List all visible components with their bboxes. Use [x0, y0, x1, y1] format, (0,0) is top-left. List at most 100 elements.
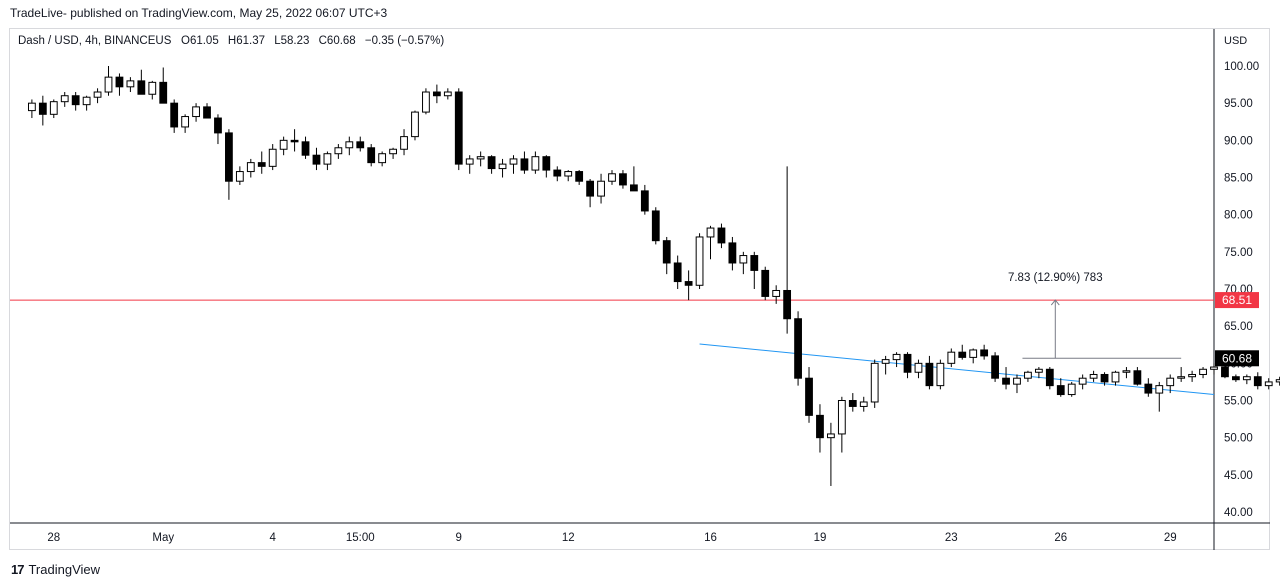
candle-body[interactable] — [1210, 366, 1218, 370]
candle-body[interactable] — [597, 180, 605, 197]
candle-body[interactable] — [203, 106, 211, 119]
candle-body[interactable] — [531, 156, 540, 171]
candle-body[interactable] — [1221, 366, 1229, 378]
candle-body[interactable] — [1045, 368, 1054, 387]
trend-line[interactable] — [699, 343, 1215, 396]
candle-body[interactable] — [93, 91, 102, 98]
candle-body[interactable] — [925, 362, 934, 387]
candle-body[interactable] — [246, 162, 255, 173]
candle-body[interactable] — [1242, 376, 1251, 381]
candle-body[interactable] — [608, 173, 616, 182]
candle-body[interactable] — [1002, 377, 1010, 385]
candle-body[interactable] — [411, 111, 419, 138]
candle-body[interactable] — [334, 147, 343, 155]
candle-body[interactable] — [432, 91, 441, 97]
candle-body[interactable] — [870, 362, 879, 403]
candle-body[interactable] — [892, 353, 901, 361]
candle-body[interactable] — [903, 353, 912, 373]
candle-body[interactable] — [1199, 368, 1207, 375]
candle-body[interactable] — [1089, 373, 1098, 379]
candle-body[interactable] — [465, 158, 474, 165]
candle-body[interactable] — [1056, 385, 1065, 396]
candle-body[interactable] — [49, 101, 58, 115]
candle-body[interactable] — [323, 153, 332, 165]
candle-body[interactable] — [225, 132, 233, 182]
candle-body[interactable] — [148, 81, 157, 95]
candle-body[interactable] — [422, 91, 430, 113]
candle-body[interactable] — [487, 156, 496, 170]
candle-body[interactable] — [389, 148, 397, 155]
candle-body[interactable] — [345, 141, 354, 149]
candle-body[interactable] — [301, 141, 310, 156]
candle-body[interactable] — [859, 401, 868, 407]
candle-body[interactable] — [443, 91, 452, 97]
candle-body[interactable] — [1133, 370, 1142, 385]
candle-body[interactable] — [816, 414, 824, 439]
candle-body[interactable] — [1013, 377, 1021, 385]
symbol-label[interactable]: Dash / USD, 4h, BINANCEUS — [18, 35, 172, 47]
candle-body[interactable] — [1275, 379, 1280, 383]
candle-body[interactable] — [542, 156, 551, 171]
candle-body[interactable] — [969, 349, 978, 358]
candle-body[interactable] — [400, 136, 408, 150]
candle-body[interactable] — [498, 163, 507, 170]
candle-body[interactable] — [772, 289, 781, 297]
candle-body[interactable] — [82, 96, 91, 106]
candle-body[interactable] — [312, 154, 321, 165]
candle-body[interactable] — [115, 76, 124, 88]
candle-body[interactable] — [509, 158, 518, 165]
candle-body[interactable] — [914, 362, 923, 373]
candle-body[interactable] — [827, 433, 835, 439]
candle-body[interactable] — [1264, 381, 1273, 387]
candle-body[interactable] — [378, 153, 387, 164]
candle-body[interactable] — [662, 240, 671, 264]
candle-body[interactable] — [936, 362, 945, 387]
candle-body[interactable] — [71, 95, 80, 106]
candle-body[interactable] — [279, 139, 288, 150]
candle-body[interactable] — [454, 91, 463, 165]
candle-body[interactable] — [290, 139, 299, 143]
candle-body[interactable] — [564, 171, 573, 177]
candle-body[interactable] — [980, 349, 989, 357]
candle-body[interactable] — [126, 80, 135, 88]
candle-body[interactable] — [1144, 383, 1153, 394]
candle-body[interactable] — [235, 171, 244, 182]
candle-body[interactable] — [192, 106, 200, 118]
candle-body[interactable] — [1166, 377, 1175, 387]
candle-body[interactable] — [1024, 371, 1032, 379]
candle-body[interactable] — [520, 158, 529, 171]
chart-frame[interactable] — [9, 28, 1270, 550]
candle-body[interactable] — [750, 255, 759, 271]
candle-body[interactable] — [1100, 373, 1109, 383]
candle-body[interactable] — [761, 269, 770, 297]
candle-body[interactable] — [673, 262, 682, 283]
candle-body[interactable] — [629, 184, 638, 192]
candle-body[interactable] — [137, 80, 146, 95]
candle-body[interactable] — [575, 171, 584, 182]
candle-body[interactable] — [356, 141, 365, 149]
candle-body[interactable] — [640, 190, 649, 212]
candle-body[interactable] — [476, 156, 485, 160]
candle-body[interactable] — [38, 102, 47, 115]
candle-body[interactable] — [695, 236, 704, 286]
candle-body[interactable] — [717, 227, 726, 244]
candle-body[interactable] — [104, 76, 113, 93]
candle-body[interactable] — [159, 81, 168, 104]
candle-body[interactable] — [848, 400, 857, 407]
candle-body[interactable] — [947, 351, 956, 364]
candle-body[interactable] — [553, 169, 562, 177]
candle-body[interactable] — [214, 117, 222, 134]
candle-body[interactable] — [257, 162, 266, 167]
candle-body[interactable] — [651, 210, 660, 242]
candle-body[interactable] — [27, 102, 36, 112]
candle-body[interactable] — [837, 400, 846, 435]
candle-body[interactable] — [881, 359, 890, 364]
candle-body[interactable] — [60, 95, 69, 103]
candle-body[interactable] — [1253, 376, 1262, 387]
candle-body[interactable] — [367, 147, 376, 164]
candle-body[interactable] — [1122, 370, 1131, 373]
candle-body[interactable] — [1034, 368, 1043, 373]
candle-body[interactable] — [1111, 371, 1120, 383]
candle-body[interactable] — [684, 281, 693, 286]
